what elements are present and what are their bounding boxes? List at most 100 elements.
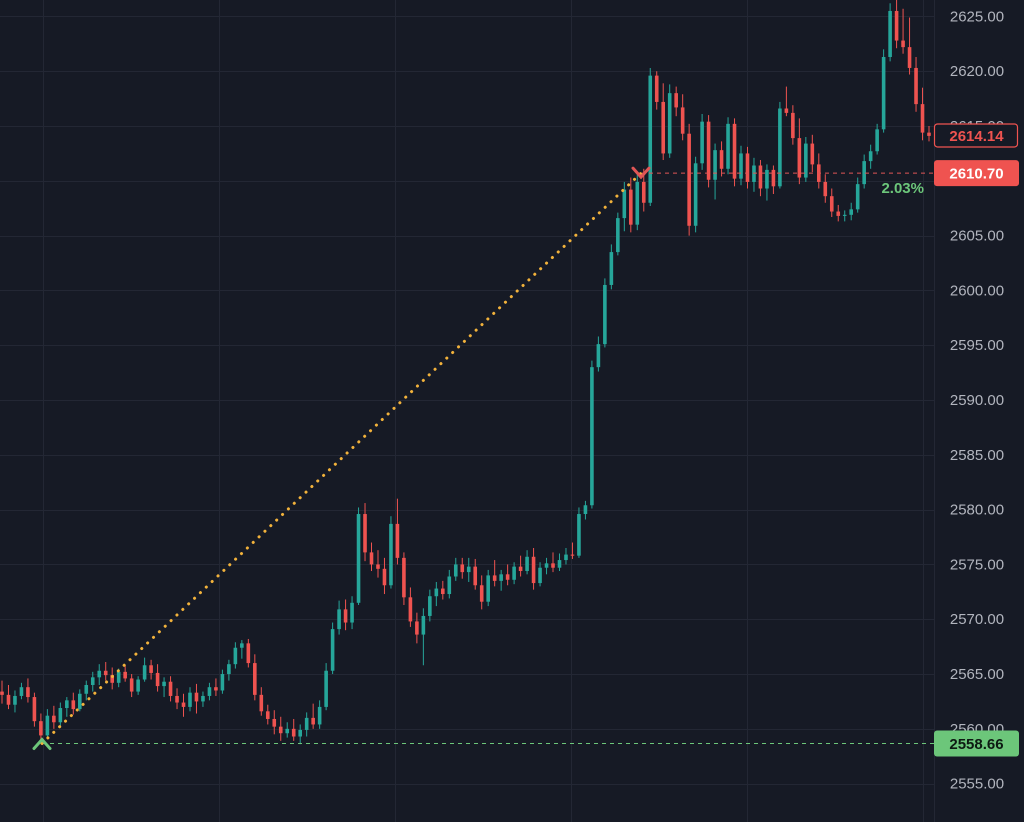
candle-body: [77, 693, 82, 710]
candle-body: [505, 574, 510, 580]
candle-body: [291, 728, 296, 737]
candle-body: [253, 663, 257, 695]
candle-body: [855, 184, 860, 210]
candle-body: [583, 505, 588, 515]
candle-body: [784, 108, 789, 113]
candle-body: [395, 523, 400, 558]
candle-body: [188, 692, 192, 707]
candle-body: [622, 189, 627, 219]
candle-body: [168, 681, 173, 696]
candle-body: [667, 93, 672, 154]
price-tick-label: 2570.00: [950, 611, 1004, 628]
candle-body: [285, 728, 290, 734]
candle-body: [71, 700, 76, 710]
candle-body: [719, 150, 724, 169]
candle-body: [829, 196, 834, 212]
candle-body: [343, 609, 348, 623]
candle-body: [700, 121, 704, 164]
candle-body: [823, 181, 828, 197]
candle-body: [214, 687, 218, 691]
candle-body: [175, 695, 179, 703]
candle-body: [739, 153, 743, 179]
candle-body: [103, 670, 108, 676]
candle-body: [616, 218, 620, 253]
candle-body: [726, 123, 730, 169]
candle-body: [155, 672, 160, 687]
candle-body: [90, 677, 95, 685]
candle-body: [259, 694, 264, 712]
price-tag-box: [934, 160, 1019, 187]
candle-body: [350, 602, 354, 623]
price-tag-box: [933, 123, 1019, 148]
measure-lines: 2.03%: [32, 166, 934, 751]
candle-body: [538, 567, 542, 584]
candle-body: [149, 665, 153, 673]
candle-body: [544, 563, 549, 568]
candle-body: [428, 596, 432, 616]
candle-body: [674, 93, 678, 108]
candle-body: [499, 574, 503, 581]
price-tick-label: 2555.00: [950, 776, 1004, 793]
candle-body: [65, 700, 69, 709]
candle-body: [447, 576, 452, 595]
candle-body: [272, 718, 277, 727]
candle-body: [207, 687, 212, 696]
candle-body: [512, 566, 516, 580]
candle-body: [162, 681, 166, 687]
candle-body: [181, 702, 186, 707]
price-tick-label: 2565.00: [950, 666, 1004, 683]
candle-body: [492, 575, 497, 581]
candle-body: [376, 564, 380, 569]
chevron-down-icon: [631, 166, 651, 180]
candle-body: [453, 564, 458, 577]
candle-body: [868, 151, 873, 162]
candle-body: [311, 717, 315, 725]
candle-body: [324, 670, 328, 707]
candle-body: [920, 104, 925, 133]
candle-body: [116, 671, 121, 683]
candle-body: [765, 169, 769, 189]
candle-body: [84, 685, 89, 694]
candle-body: [298, 729, 302, 737]
price-tag: 2614.14: [933, 123, 1019, 148]
candle-body: [654, 75, 659, 102]
candle-body: [564, 554, 568, 561]
candle-body: [842, 214, 847, 216]
candle-body: [0, 691, 4, 695]
candle-body: [39, 721, 43, 736]
candle-body: [797, 138, 802, 178]
price-tick-label: 2580.00: [950, 502, 1004, 519]
candle-body: [881, 56, 886, 130]
price-tag-label: 2610.70: [949, 166, 1003, 183]
candle-body: [415, 621, 419, 635]
candle-body: [706, 121, 711, 180]
price-tag-label: 2558.66: [949, 736, 1003, 753]
candle-body: [265, 711, 270, 719]
candle-body: [862, 161, 866, 185]
candle-body: [752, 165, 756, 182]
candle-body: [402, 557, 406, 598]
candle-body: [6, 694, 11, 705]
candle-body: [804, 143, 808, 178]
candle-body: [441, 588, 445, 595]
price-tick-label: 2605.00: [950, 228, 1004, 245]
candle-body: [901, 40, 905, 48]
candle-body: [356, 514, 361, 603]
candle-body: [557, 560, 562, 568]
candle-body: [641, 181, 646, 203]
candle-body: [330, 629, 335, 671]
candle-body: [26, 687, 30, 698]
candle-body: [693, 163, 698, 226]
candle-body: [648, 75, 653, 203]
price-tick-label: 2575.00: [950, 556, 1004, 573]
candle-body: [32, 697, 37, 722]
candle-body: [758, 165, 763, 189]
candle-body: [240, 643, 244, 648]
candle-body: [466, 566, 471, 573]
candle-body: [570, 554, 575, 556]
candle-body: [888, 10, 892, 57]
candle-body: [110, 675, 115, 683]
candle-body: [635, 181, 640, 225]
candle-body: [531, 556, 536, 584]
